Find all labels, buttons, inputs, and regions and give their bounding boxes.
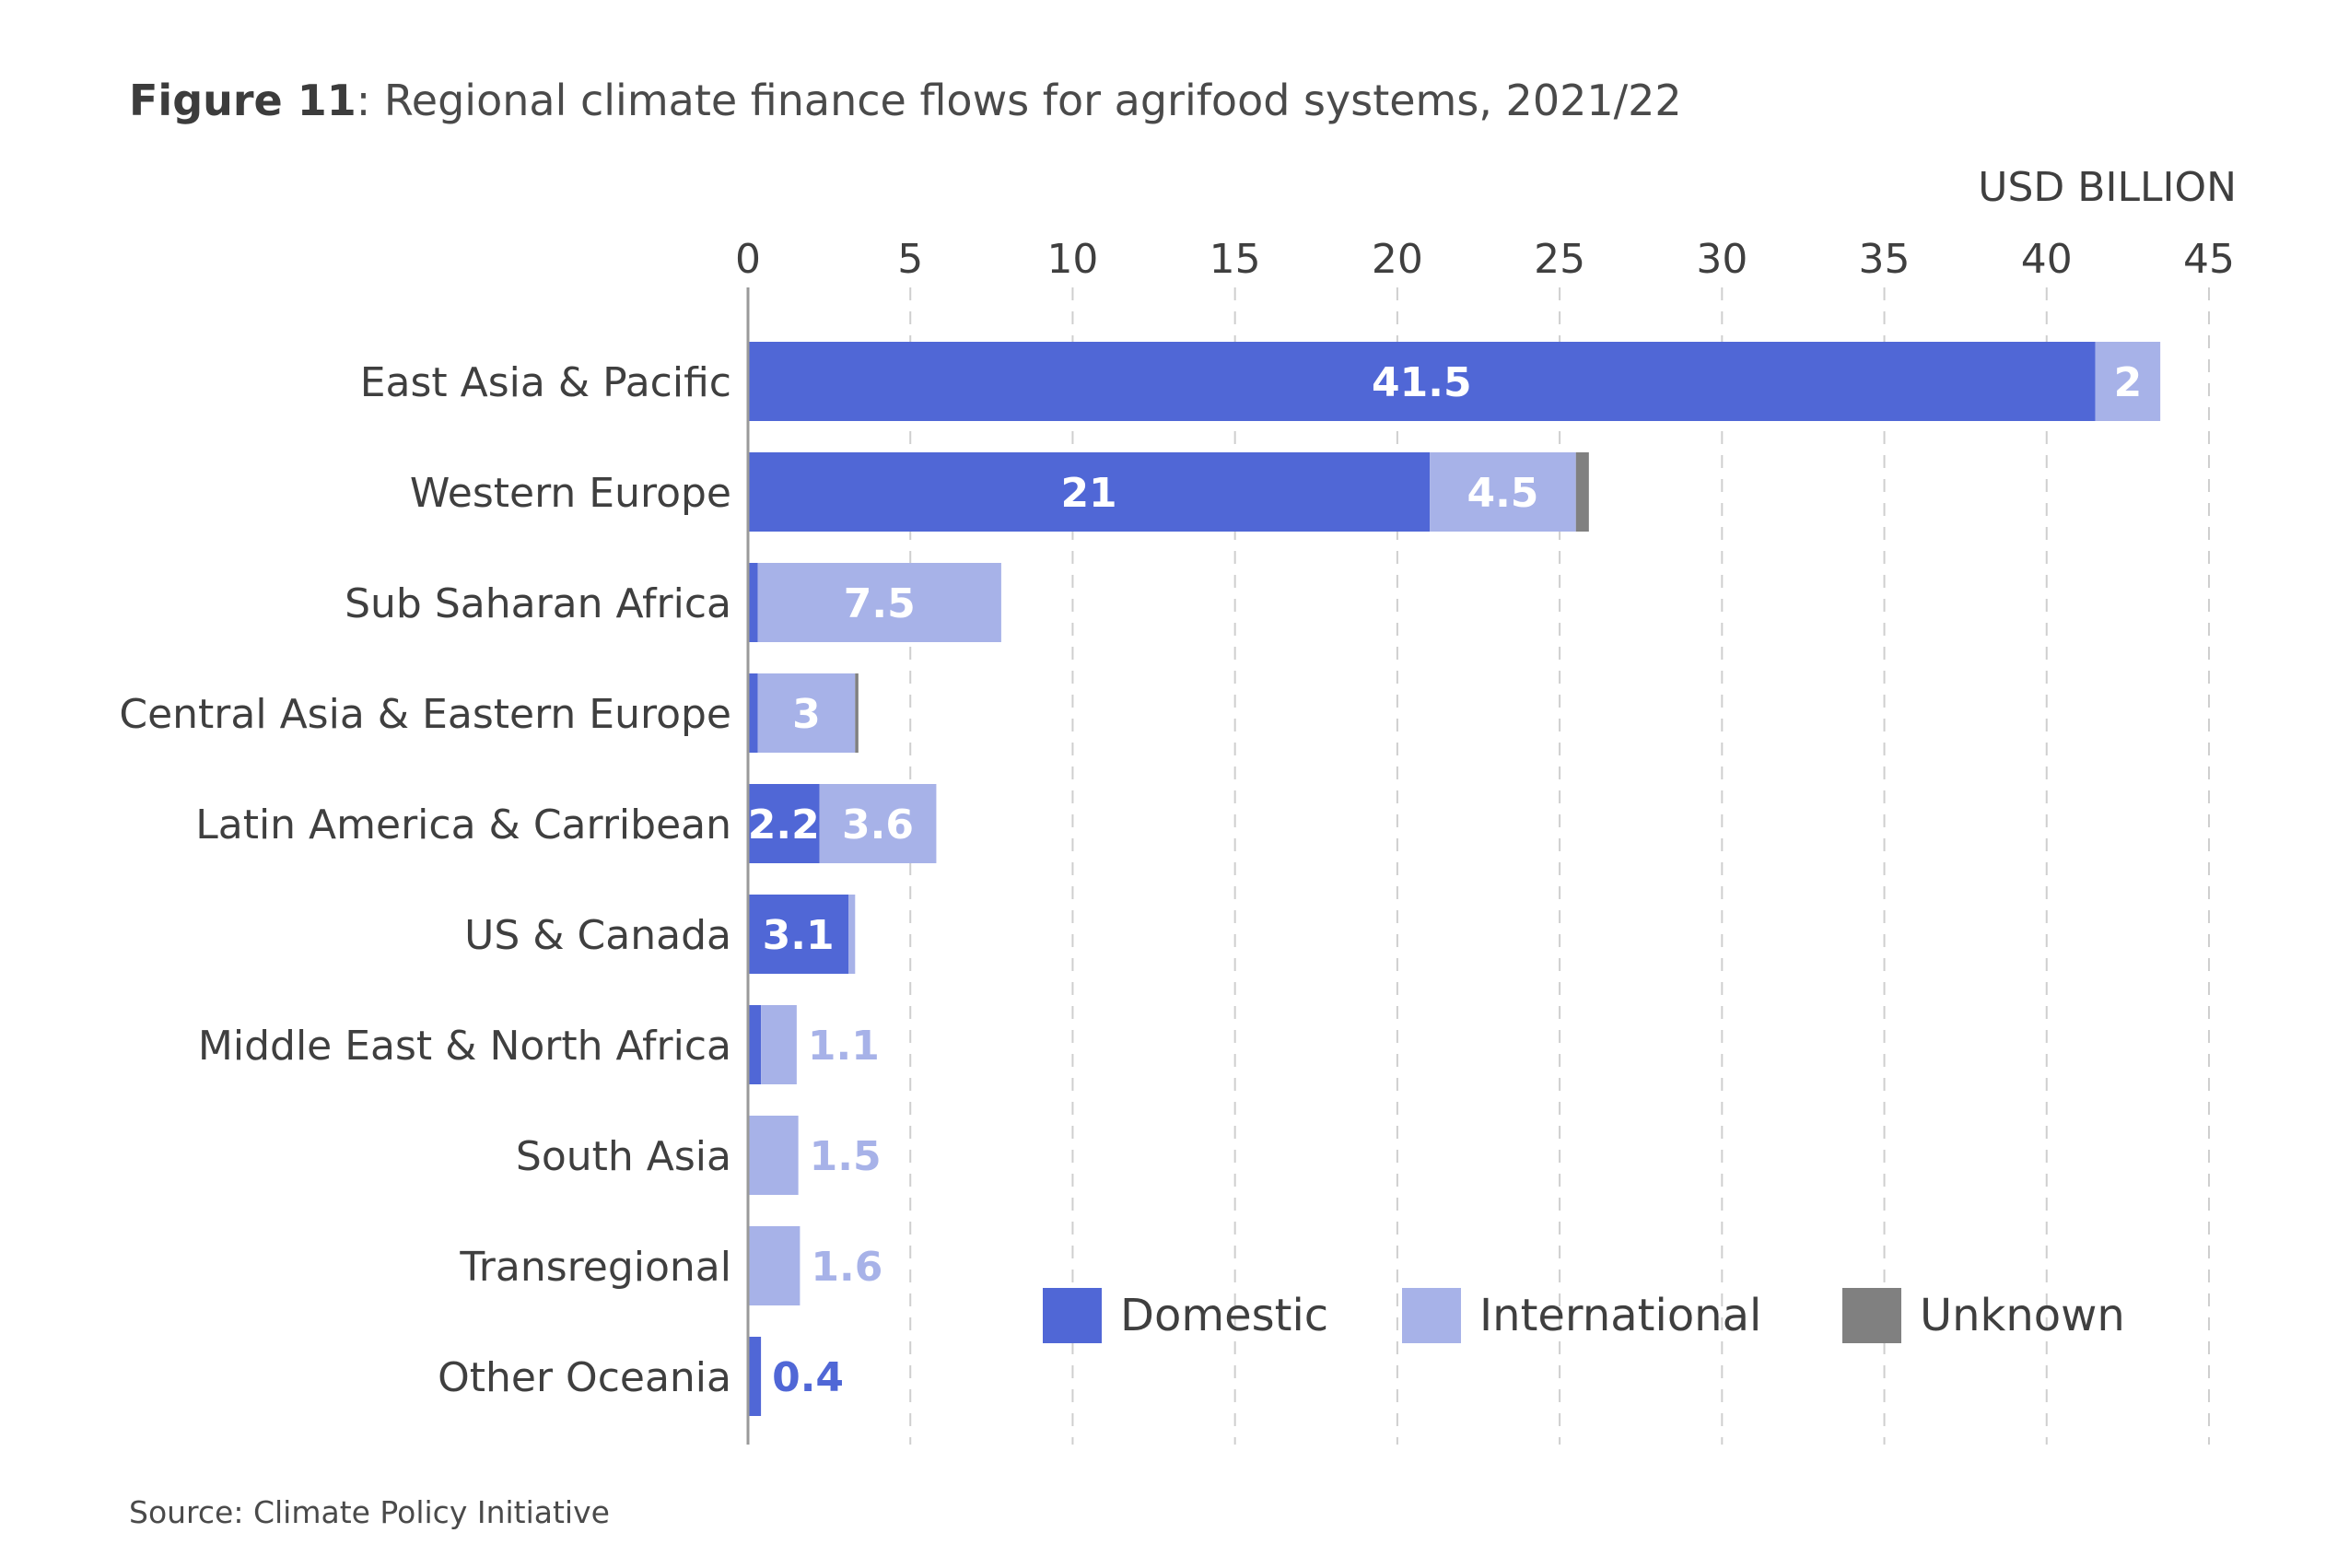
data-label: 41.5 [1372, 359, 1472, 406]
category-label: US & Canada [464, 912, 731, 959]
x-tick-label: 45 [2183, 236, 2235, 283]
x-tick-label: 25 [1534, 236, 1585, 283]
source-note: Source: Climate Policy Initiative [129, 1494, 610, 1530]
legend-label-domestic: Domestic [1120, 1290, 1328, 1341]
data-label: 4.5 [1467, 470, 1538, 517]
bar-domestic [748, 563, 758, 642]
data-labels: 41.5 2 21 4.5 7.5 3 2.2 3.6 3.1 1.1 1.5 1.6 0.4 [748, 359, 2142, 1401]
x-tick-label: 20 [1372, 236, 1423, 283]
x-tick-label: 30 [1696, 236, 1747, 283]
bar-international [1430, 452, 1576, 532]
data-label: 1.5 [810, 1133, 882, 1180]
x-tick-label: 0 [735, 236, 761, 283]
x-tick-label: 10 [1046, 236, 1098, 283]
bar-domestic [748, 784, 820, 863]
data-label: 1.1 [808, 1023, 880, 1070]
bar-domestic [748, 452, 1431, 532]
figure-title-text: : Regional climate finance flows for agr… [356, 76, 1682, 125]
category-label: Central Asia & Eastern Europe [119, 691, 731, 738]
data-label: 3.1 [763, 912, 835, 959]
figure-label: Figure 11 [129, 76, 356, 125]
bar-domestic [748, 342, 2096, 421]
data-label: 3.6 [842, 802, 914, 848]
bar-international [748, 1226, 801, 1305]
legend-swatch-unknown [1842, 1288, 1901, 1343]
bar-unknown [855, 673, 859, 753]
data-label: 1.6 [811, 1244, 882, 1291]
category-label: Sub Saharan Africa [345, 580, 731, 627]
bar-international [761, 1005, 797, 1084]
category-label: East Asia & Pacific [360, 359, 731, 406]
x-tick-label: 15 [1210, 236, 1261, 283]
data-label: 2 [2114, 359, 2143, 406]
legend-swatch-domestic [1043, 1288, 1102, 1343]
bar-domestic [748, 1005, 762, 1084]
figure-title: Figure 11: Regional climate finance flow… [129, 76, 1682, 125]
legend-label-unknown: Unknown [1920, 1290, 2125, 1341]
bars [748, 342, 2161, 1416]
category-label: Western Europe [410, 470, 731, 517]
bar-international [819, 784, 937, 863]
category-labels: East Asia & Pacific Western Europe Sub Sah… [119, 359, 731, 1401]
legend: Domestic International Unknown [1043, 1288, 2125, 1343]
category-label: Middle East & North Africa [198, 1023, 731, 1070]
data-label: 21 [1060, 470, 1116, 517]
bar-international [757, 673, 856, 753]
unit-label: USD BILLION [1978, 164, 2237, 211]
category-label: Latin America & Carribean [195, 802, 731, 848]
data-label: 3 [792, 691, 821, 738]
category-label: Transregional [459, 1244, 731, 1291]
bar-domestic [748, 1337, 762, 1416]
bar-unknown [1575, 452, 1589, 532]
x-tick-label: 40 [2021, 236, 2073, 283]
bar-international [2095, 342, 2161, 421]
x-tick-label: 5 [897, 236, 923, 283]
category-label: South Asia [516, 1133, 731, 1180]
legend-swatch-international [1402, 1288, 1461, 1343]
data-label: 2.2 [748, 802, 820, 848]
x-tick-label: 35 [1859, 236, 1911, 283]
bar-domestic [748, 895, 849, 974]
data-label: 0.4 [772, 1354, 844, 1401]
bar-domestic [748, 673, 758, 753]
bar-international [749, 1116, 799, 1195]
legend-label-international: International [1479, 1290, 1761, 1341]
bar-international [848, 895, 856, 974]
bar-international [757, 563, 1001, 642]
x-axis: USD BILLION 0 5 10 15 20 25 30 35 40 45 [735, 164, 2237, 1445]
category-label: Other Oceania [438, 1354, 731, 1401]
data-label: 7.5 [844, 580, 916, 627]
